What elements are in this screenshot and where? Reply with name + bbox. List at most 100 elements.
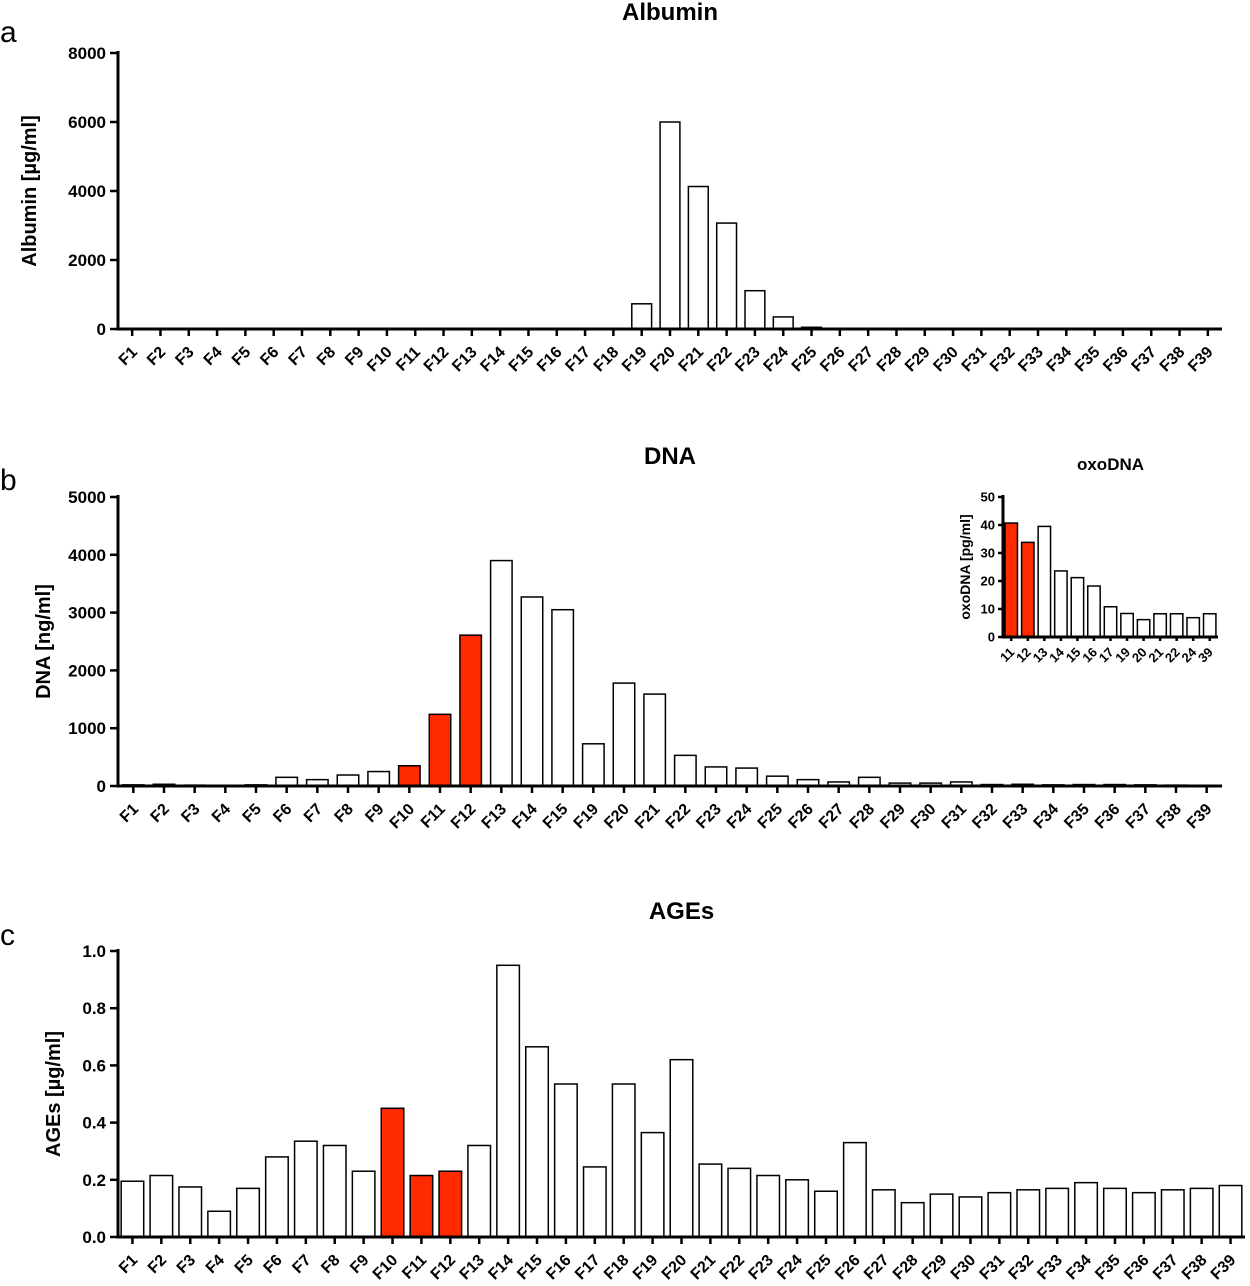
chart-ages-x-tick-label: F8 — [318, 1252, 343, 1277]
chart-dna-x-tick-label: F22 — [663, 801, 695, 833]
chart-dna-x-tick-label: F12 — [448, 801, 480, 833]
chart-albumin-x-tick-label: F19 — [619, 344, 651, 376]
chart-dna-x-tick-label: F32 — [969, 801, 1001, 833]
chart-albumin-x-tick-label: F26 — [817, 344, 849, 376]
chart-ages-bar-F12 — [438, 1170, 463, 1238]
chart-albumin-x-tick-label: F30 — [930, 344, 962, 376]
chart-albumin-bar-F20 — [659, 121, 681, 330]
chart-ages-x-tick-label: F15 — [514, 1252, 546, 1284]
chart-dna-inset-bar-12 — [1020, 541, 1035, 638]
chart-dna-x-tick-label: F13 — [479, 801, 511, 833]
chart-ages-x-tick-label: F30 — [948, 1252, 980, 1284]
chart-ages-x-tick-label: F33 — [1034, 1252, 1066, 1284]
chart-albumin-x-tick-label: F34 — [1044, 344, 1076, 376]
chart-ages-bar-F22 — [727, 1167, 752, 1238]
chart-ages-bar-F20 — [669, 1058, 694, 1238]
chart-dna-bar-F8 — [336, 774, 360, 787]
chart-albumin-y-tick-label: 8000 — [68, 44, 106, 63]
chart-ages-bar-F39 — [1218, 1184, 1243, 1238]
chart-albumin-x-tick-label: F7 — [286, 344, 311, 369]
chart-ages-bar-F11 — [409, 1174, 434, 1238]
chart-dna-x-tick-label: F21 — [632, 801, 664, 833]
chart-dna-inset-bar-22 — [1169, 613, 1184, 638]
chart-ages-bar-F18 — [611, 1083, 636, 1238]
chart-dna-inset-bar-15 — [1070, 576, 1085, 638]
chart-ages-x-tick-label: F13 — [457, 1252, 489, 1284]
chart-dna-y-axis-label: DNA [ng/ml] — [33, 584, 55, 699]
chart-albumin-x-tick-label: F39 — [1185, 344, 1217, 376]
chart-albumin-bar-F19 — [631, 303, 653, 330]
chart-dna-y-tick-label: 3000 — [68, 604, 106, 623]
chart-albumin-x-tick-label: F20 — [647, 344, 679, 376]
chart-ages-bar-F21 — [698, 1163, 723, 1238]
chart-ages-x-tick-label: F35 — [1092, 1252, 1124, 1284]
chart-dna-inset-bar-14 — [1053, 570, 1068, 638]
chart-ages-bar-F37 — [1160, 1189, 1185, 1238]
chart-ages-bar-F3 — [178, 1186, 203, 1238]
chart-ages-bar-F25 — [813, 1190, 839, 1238]
chart-ages-x-tick-label: F1 — [116, 1252, 141, 1277]
chart-albumin-x-tick-label: F13 — [449, 344, 481, 376]
chart-ages-x-tick-label: F23 — [745, 1252, 777, 1284]
chart-ages-bar-F30 — [958, 1196, 983, 1238]
chart-ages-x-tick-label: F21 — [688, 1252, 720, 1284]
chart-dna-x-tick-label: F34 — [1031, 801, 1063, 833]
chart-ages-x-tick-label: F27 — [861, 1252, 893, 1284]
chart-ages-bar-F29 — [929, 1193, 954, 1238]
chart-ages-x-tick-label: F26 — [832, 1252, 864, 1284]
chart-ages-x-tick-label: F17 — [572, 1252, 604, 1284]
chart-albumin-y-tick-label: 0 — [97, 320, 106, 339]
chart-albumin-x-tick-label: F2 — [144, 344, 169, 369]
chart-ages-x-tick-label: F39 — [1208, 1252, 1240, 1284]
chart-dna-axes — [116, 495, 1222, 788]
chart-albumin-y-tick-label: 4000 — [68, 182, 106, 201]
chart-dna-x-tick-label: F28 — [847, 801, 879, 833]
chart-dna-title: DNA — [644, 443, 696, 470]
chart-ages-x-tick-label: F4 — [203, 1252, 228, 1277]
chart-dna-inset-bar-21 — [1153, 613, 1168, 638]
chart-dna-inset-bar-13 — [1037, 525, 1052, 638]
chart-ages-x-tick-label: F12 — [428, 1252, 460, 1284]
chart-ages-x-tick-label: F32 — [1006, 1252, 1038, 1284]
chart-dna-x-tick-label: F3 — [178, 801, 203, 826]
chart-ages-x-tick-label: F24 — [774, 1252, 806, 1284]
chart-ages-bar-F1 — [120, 1180, 145, 1238]
albumin-chart: Albumin Albumin [µg/ml] 0 2000 4000 6000 8000 F… — [19, 0, 1222, 375]
chart-dna-x-tick-label: F35 — [1061, 801, 1093, 833]
chart-albumin-x-tick-label: F22 — [704, 344, 736, 376]
chart-ages-bar-F2 — [149, 1174, 174, 1238]
chart-dna-bar-F10 — [397, 765, 421, 787]
chart-albumin-x-tick-label: F3 — [172, 344, 197, 369]
chart-dna-inset-x-tick-label: 39 — [1195, 645, 1216, 666]
chart-albumin-x-tick-label: F14 — [477, 344, 509, 376]
chart-ages-x-tick-label: F11 — [399, 1252, 430, 1283]
chart-albumin-x-tick-label: F9 — [342, 344, 367, 369]
chart-ages-y-tick-label: 0.8 — [82, 999, 106, 1018]
chart-ages-x-tick-label: F14 — [485, 1252, 517, 1284]
chart-dna-x-tick-label: F30 — [908, 801, 940, 833]
chart-ages-bar-F28 — [900, 1201, 925, 1238]
chart-ages-bar-F31 — [987, 1191, 1012, 1238]
chart-ages-bar-F7 — [293, 1140, 318, 1238]
chart-dna-inset-y-axis-label: oxoDNA [pg/ml] — [957, 514, 973, 619]
chart-dna-x-tick-label: F39 — [1184, 801, 1216, 833]
chart-dna-x-tick-label: F20 — [601, 801, 633, 833]
chart-albumin-bar-F24 — [772, 316, 794, 330]
chart-albumin-x-tick-label: F21 — [676, 344, 708, 376]
chart-dna-bar-F22 — [673, 754, 697, 787]
chart-dna-inset-y-tick-label: 40 — [981, 518, 995, 533]
chart-dna-inset-bar-11 — [1004, 522, 1019, 638]
chart-ages-x-tick-label: F34 — [1063, 1252, 1095, 1284]
chart-ages-x-tick-label: F6 — [261, 1252, 286, 1277]
chart-albumin-x-tick-label: F24 — [761, 344, 793, 376]
chart-albumin-title: Albumin — [622, 0, 718, 26]
chart-ages-bar-F4 — [207, 1210, 232, 1238]
chart-albumin-x-tick-label: F18 — [591, 344, 623, 376]
chart-dna-inset-y-tick-label: 0 — [988, 630, 995, 645]
chart-dna-y-tick-label: 1000 — [68, 719, 106, 738]
chart-ages-bar-F26 — [842, 1141, 867, 1238]
chart-dna-y-tick-label: 5000 — [68, 488, 106, 507]
chart-ages-x-tick-label: F29 — [919, 1252, 951, 1284]
